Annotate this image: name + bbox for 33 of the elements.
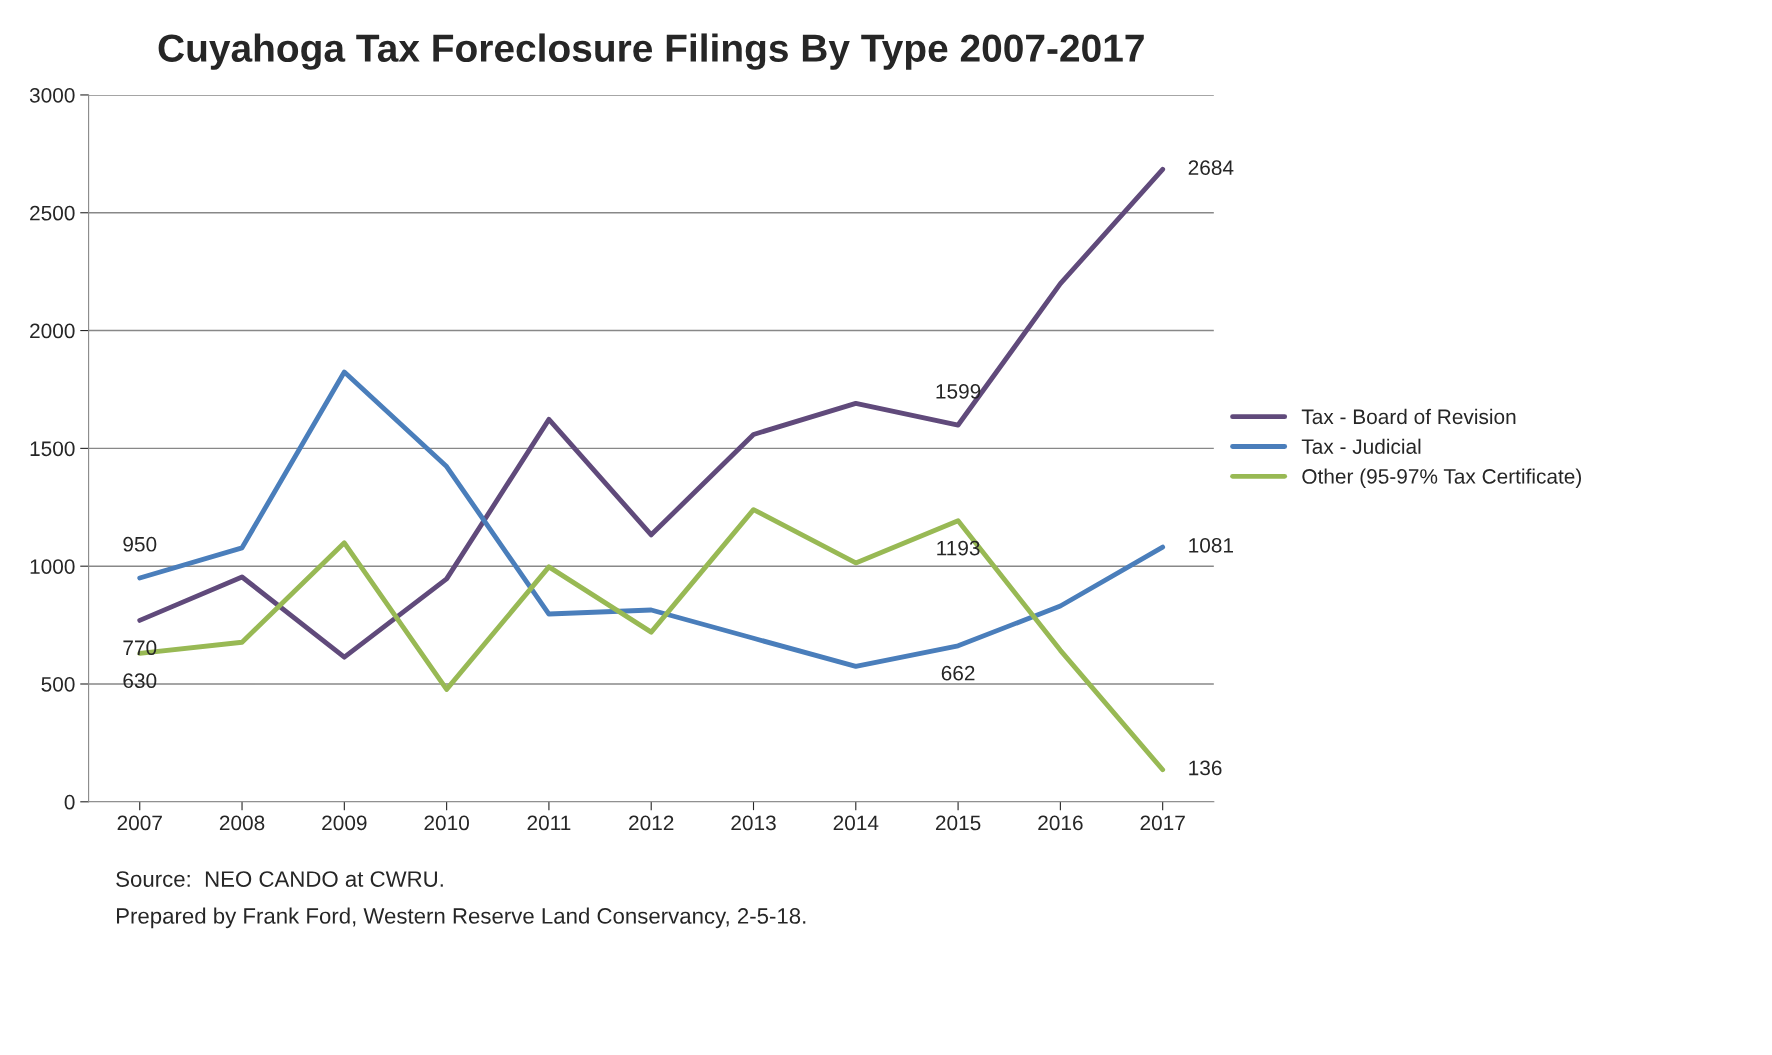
x-tick-label: 2016 <box>1038 815 1083 831</box>
data-label: 1193 <box>937 540 980 556</box>
x-tick-label: 2009 <box>322 815 367 831</box>
data-label: 1081 <box>1189 537 1233 553</box>
data-label: 136 <box>1189 760 1222 776</box>
data-label: 950 <box>123 536 157 552</box>
x-tick-label: 2012 <box>629 815 674 831</box>
text: Prepared by Frank Ford, Western Reserve Land Conservancy, 2-5-18. <box>117 907 806 929</box>
data-label: 770 <box>123 640 157 656</box>
x-tick-label: 2014 <box>833 815 879 831</box>
x-tick-label: 2008 <box>219 815 265 831</box>
x-tick-label: 2013 <box>731 815 776 831</box>
x-tick-label: 2007 <box>117 815 162 831</box>
data-label: 1599 <box>936 383 981 399</box>
data-label: 662 <box>941 665 975 681</box>
y-tick-label: 500 <box>41 676 75 692</box>
y-tick-label: 2000 <box>30 323 75 339</box>
legend-label: Tax - Judicial <box>1301 438 1421 454</box>
y-tick-label: 1500 <box>30 441 75 457</box>
x-tick-label: 2015 <box>935 815 981 831</box>
y-tick-label: 1000 <box>30 559 75 574</box>
legend-label: Tax - Board of Revision <box>1301 408 1516 425</box>
y-tick-label: 2500 <box>30 205 75 221</box>
x-tick-label: 2011 <box>527 815 571 831</box>
legend-label: Other (95-97% Tax Certificate) <box>1302 468 1582 488</box>
data-label: 630 <box>123 673 157 689</box>
y-tick-label: 3000 <box>29 87 75 103</box>
data-label: 2684 <box>1188 160 1234 175</box>
y-tick-label: 0 <box>64 794 75 810</box>
x-tick-label: 2017 <box>1140 815 1185 831</box>
source-note: Source: NEO CANDO at CWRU. <box>116 871 443 887</box>
x-tick-label: 2010 <box>424 815 469 831</box>
chart-title: Cuyahoga Tax Foreclosure Filings By Type 2007-2017 <box>158 33 1144 70</box>
